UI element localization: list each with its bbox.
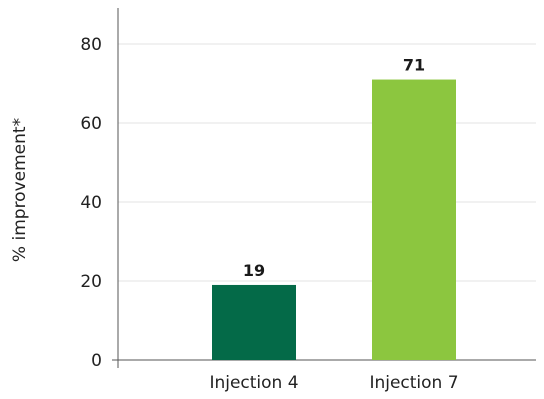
y-axis-title: % improvement* [10, 118, 30, 262]
bar-injection-4 [212, 284, 296, 360]
y-tick-label: 0 [91, 351, 102, 371]
data-label: 71 [403, 56, 425, 75]
category-label: Injection 4 [209, 373, 298, 393]
category-labels: Injection 4 Injection 7 [209, 373, 458, 393]
data-label: 19 [243, 261, 265, 280]
y-tick-label: 80 [80, 35, 102, 55]
y-tick-label: 20 [80, 272, 102, 292]
category-label: Injection 7 [369, 373, 458, 393]
y-tick-label: 40 [80, 193, 102, 213]
axes [112, 8, 536, 368]
bars [212, 79, 456, 361]
y-tick-labels: 0 20 40 60 80 [80, 35, 102, 371]
gridlines [118, 43, 536, 282]
y-tick-label: 60 [80, 114, 102, 134]
bar-injection-7 [372, 79, 456, 361]
